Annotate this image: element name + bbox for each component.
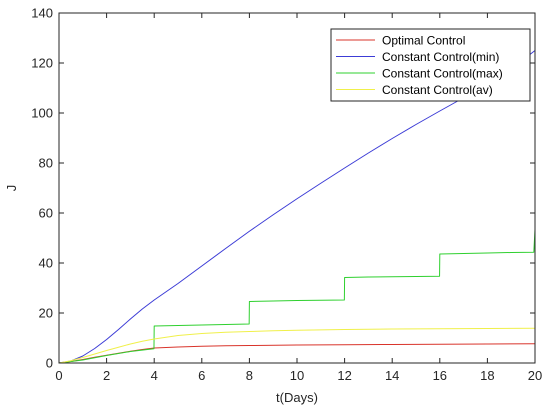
series-line-1 (58, 50, 536, 364)
series-line-3 (58, 327, 536, 364)
y-tick-label: 120 (31, 56, 53, 71)
series-layer (58, 50, 536, 364)
x-axis-label: t(Days) (276, 390, 318, 405)
x-tick-label: 10 (290, 368, 304, 383)
x-tick-label: 20 (528, 368, 542, 383)
legend-label-0: Optimal Control (382, 33, 465, 47)
legend-label-3: Constant Control(av) (382, 83, 493, 97)
x-tick-label: 14 (385, 368, 399, 383)
y-tick-label: 60 (39, 206, 53, 221)
axes-layer: 0 2 4 6 8 10 12 14 16 18 20 0 20 40 60 80 100 120 140 (31, 6, 542, 384)
x-tick-label: 18 (480, 368, 494, 383)
x-tick-label: 12 (337, 368, 351, 383)
y-axis-label: J (4, 185, 19, 192)
y-tick-label: 80 (39, 156, 53, 171)
y-tick-label: 100 (31, 106, 53, 121)
x-tick-label: 2 (103, 368, 110, 383)
y-tick-label: 40 (39, 256, 53, 271)
legend: Optimal Control Constant Control(min) Cons… (330, 28, 531, 102)
y-tick-label: 0 (46, 356, 53, 371)
legend-label-1: Constant Control(min) (382, 50, 499, 64)
y-tick-label: 20 (39, 306, 53, 321)
series-line-2 (58, 229, 536, 364)
x-tick-label: 6 (198, 368, 205, 383)
x-tick-label: 0 (55, 368, 62, 383)
x-tick-label: 4 (151, 368, 158, 383)
x-tick-label: 16 (433, 368, 447, 383)
y-tick-label: 140 (31, 6, 53, 21)
legend-label-2: Constant Control(max) (382, 66, 503, 80)
x-tick-label: 8 (246, 368, 253, 383)
